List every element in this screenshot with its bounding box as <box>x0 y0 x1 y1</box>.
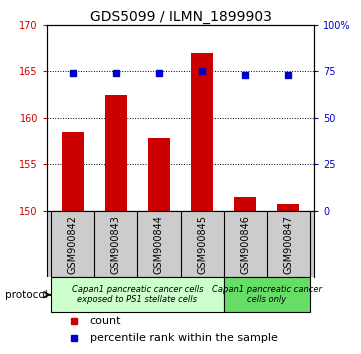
Bar <box>278 204 299 211</box>
Text: GSM900842: GSM900842 <box>68 215 78 274</box>
Text: protocol: protocol <box>5 290 48 300</box>
Text: percentile rank within the sample: percentile rank within the sample <box>90 333 278 343</box>
Bar <box>62 132 83 211</box>
Text: GSM900846: GSM900846 <box>240 215 250 274</box>
Text: GSM900845: GSM900845 <box>197 215 207 274</box>
Title: GDS5099 / ILMN_1899903: GDS5099 / ILMN_1899903 <box>90 10 271 24</box>
Text: GSM900843: GSM900843 <box>111 215 121 274</box>
Bar <box>51 277 223 312</box>
Bar <box>148 138 170 211</box>
Bar <box>234 197 256 211</box>
Text: count: count <box>90 316 121 326</box>
Bar <box>105 95 127 211</box>
Text: GSM900847: GSM900847 <box>283 215 293 274</box>
Text: Capan1 pancreatic cancer
cells only: Capan1 pancreatic cancer cells only <box>212 285 322 304</box>
Bar <box>223 277 310 312</box>
Text: GSM900844: GSM900844 <box>154 215 164 274</box>
Bar <box>191 53 213 211</box>
Text: Capan1 pancreatic cancer cells
exposed to PS1 stellate cells: Capan1 pancreatic cancer cells exposed t… <box>72 285 203 304</box>
